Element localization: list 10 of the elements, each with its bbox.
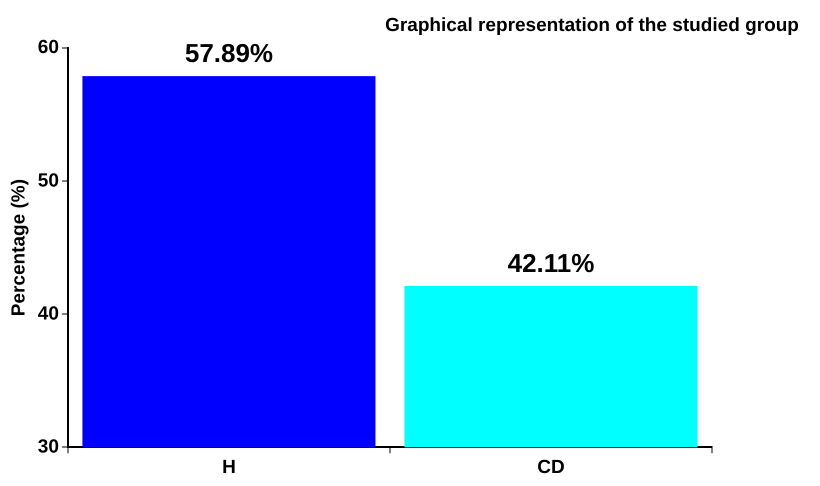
y-axis-title: Percentage (%) <box>8 178 30 316</box>
x-tick-label: H <box>222 456 236 478</box>
y-tick-label: 60 <box>38 37 59 58</box>
x-tick-label: CD <box>537 456 565 478</box>
y-tick-label: 50 <box>38 170 59 192</box>
data-label: 42.11% <box>508 248 594 278</box>
chart-title: Graphical representation of the studied group <box>384 14 800 38</box>
data-label: 57.89% <box>184 38 274 68</box>
y-tick-label: 40 <box>38 303 59 324</box>
y-tick-label: 30 <box>38 436 59 458</box>
